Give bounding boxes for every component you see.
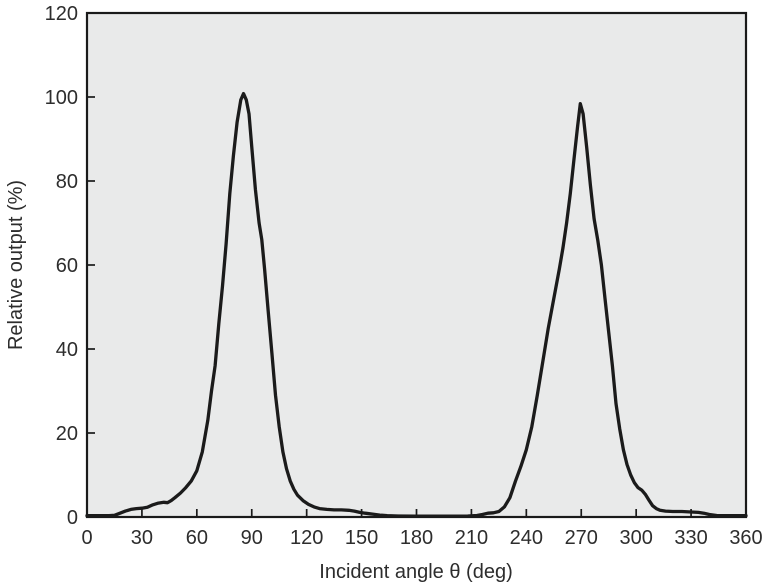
y-tick-label: 100 xyxy=(45,87,78,109)
y-tick-label: 0 xyxy=(67,507,78,529)
x-tick-label: 30 xyxy=(131,527,153,549)
x-tick-label: 330 xyxy=(674,527,707,549)
x-tick-label: 300 xyxy=(619,527,652,549)
x-tick-label: 180 xyxy=(400,527,433,549)
output-curve xyxy=(85,91,748,518)
x-tick-label: 360 xyxy=(729,527,762,549)
x-tick-label: 210 xyxy=(455,527,488,549)
y-tick-label: 20 xyxy=(56,423,78,445)
y-tick-label: 80 xyxy=(56,171,78,193)
x-tick-label: 150 xyxy=(345,527,378,549)
plot-area xyxy=(85,11,748,519)
y-tick-label: 120 xyxy=(45,3,78,25)
y-axis-title: Relative output (%) xyxy=(5,180,27,350)
y-tick-label: 60 xyxy=(56,255,78,277)
x-tick-label: 60 xyxy=(186,527,208,549)
x-tick-label: 240 xyxy=(510,527,543,549)
x-tick-label: 120 xyxy=(290,527,323,549)
x-tick-label: 0 xyxy=(81,527,92,549)
x-tick-label: 90 xyxy=(241,527,263,549)
y-tick-label: 40 xyxy=(56,339,78,361)
x-axis-title: Incident angle θ (deg) xyxy=(319,561,512,583)
tick-labels: 0 30 60 90 120 150 180 210 240 270 300 330 360 0 20 40 6… xyxy=(45,3,763,549)
x-tick-label: 270 xyxy=(565,527,598,549)
